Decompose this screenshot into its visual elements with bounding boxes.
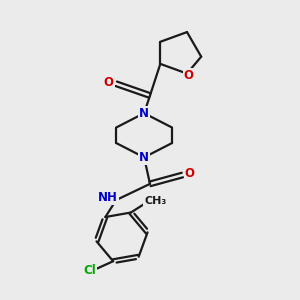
Text: N: N xyxy=(139,107,149,120)
Text: CH₃: CH₃ xyxy=(144,196,166,206)
Text: O: O xyxy=(185,167,195,180)
Text: Cl: Cl xyxy=(83,263,96,277)
Text: O: O xyxy=(104,76,114,89)
Text: O: O xyxy=(184,69,194,82)
Text: N: N xyxy=(139,151,149,164)
Text: NH: NH xyxy=(98,191,118,204)
